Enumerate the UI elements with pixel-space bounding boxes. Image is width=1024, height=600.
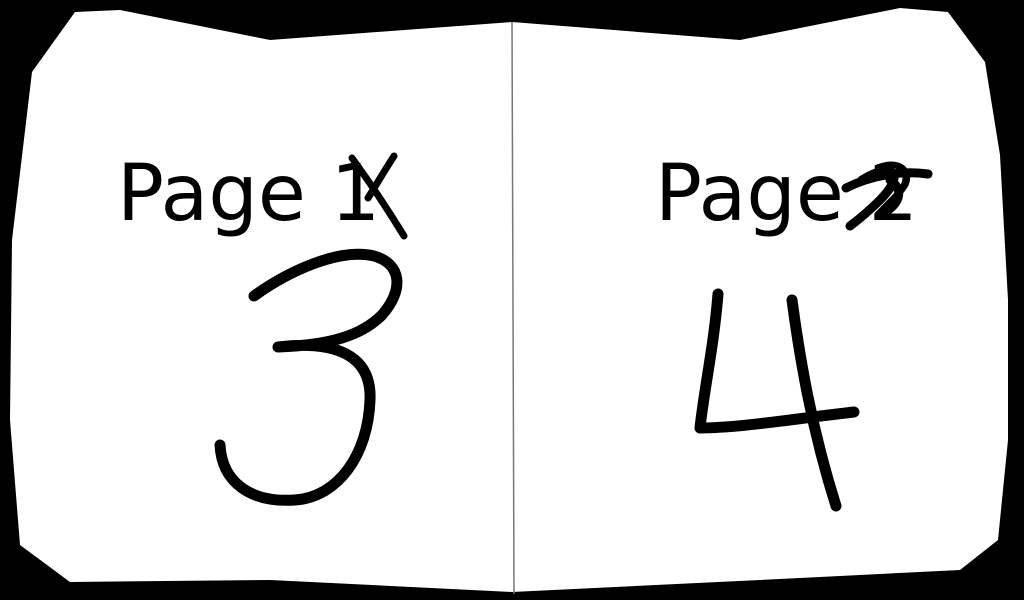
left-page: Page 1 (117, 149, 408, 506)
page-fold-line (511, 21, 515, 595)
right-page-label: Page 2 (655, 149, 918, 239)
scribble-overwrite-icon (841, 166, 933, 231)
scribble-strike-icon (348, 152, 408, 240)
open-book-paper (10, 8, 1008, 592)
right-page: Page 2 (655, 149, 933, 512)
handwritten-number-3 (214, 248, 403, 506)
handwritten-number-4 (694, 288, 860, 512)
left-page-label: Page 1 (117, 149, 380, 239)
